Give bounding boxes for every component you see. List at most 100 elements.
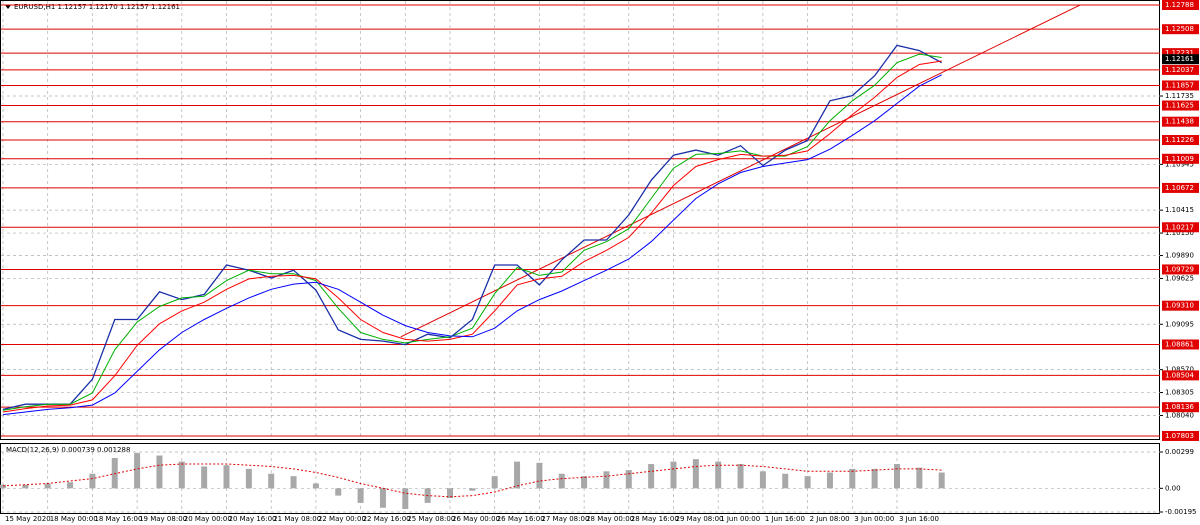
level-label: 1.09310 <box>1165 302 1194 310</box>
y-tick-label: 0.00 <box>1165 484 1181 492</box>
level-label: 1.09729 <box>1165 265 1194 273</box>
macd-bar <box>447 488 453 499</box>
macd-bar <box>402 488 409 509</box>
level-label-box <box>1162 222 1199 233</box>
macd-bar <box>804 476 811 489</box>
macd-bar <box>692 459 699 489</box>
level-label: 1.07803 <box>1165 432 1194 440</box>
x-tick-label: 28 May 00:00 <box>586 515 634 523</box>
x-tick-label: 27 May 08:00 <box>541 515 589 523</box>
macd-bar <box>0 484 6 489</box>
signal-line <box>2 463 942 498</box>
y-tick-label: 0.00299 <box>1165 448 1194 456</box>
level-label: 1.12788 <box>1165 1 1194 9</box>
level-label: 1.08504 <box>1165 371 1194 379</box>
level-label: 1.11625 <box>1165 102 1194 110</box>
x-tick-label: 3 Jun 16:00 <box>899 515 939 523</box>
level-label-box <box>1162 80 1199 91</box>
macd-bar <box>156 455 163 489</box>
macd-bar <box>737 464 744 489</box>
macd-bar <box>379 488 386 508</box>
level-label: 1.11009 <box>1165 155 1194 163</box>
macd-bar <box>111 457 118 489</box>
x-tick-label: 28 May 16:00 <box>631 515 679 523</box>
macd-bar <box>44 483 51 489</box>
macd-bar <box>916 467 923 489</box>
y-tick-label: 1.09890 <box>1165 252 1194 260</box>
x-tick-label: 26 May 16:00 <box>497 515 545 523</box>
level-label: 1.12231 <box>1165 49 1194 57</box>
macd-bar <box>89 473 96 489</box>
menu-arrow <box>5 5 11 9</box>
x-tick-label: 3 Jun 00:00 <box>854 515 894 523</box>
level-label-box <box>1162 48 1199 59</box>
y-tick-label: 1.10150 <box>1165 229 1194 237</box>
macd-bar <box>223 465 230 489</box>
macd-bar <box>201 466 208 489</box>
macd-bar <box>357 488 364 503</box>
macd-bar <box>938 472 945 489</box>
macd-bar <box>871 468 878 489</box>
level-label-box <box>1162 64 1199 75</box>
x-tick-label: 21 May 08:00 <box>273 515 321 523</box>
x-tick-label: 2 Jun 08:00 <box>810 515 850 523</box>
level-label-box <box>1162 24 1199 35</box>
macd-bar <box>469 488 476 491</box>
x-tick-label: 22 May 00:00 <box>318 515 366 523</box>
macd-bar <box>759 471 766 489</box>
moving-average <box>2 60 942 413</box>
macd-bar <box>536 462 543 489</box>
macd-bar <box>670 461 677 489</box>
level-label: 1.08861 <box>1165 341 1194 349</box>
level-label-box <box>1162 116 1199 127</box>
y-tick-label: 1.08040 <box>1165 411 1194 419</box>
macd-bar <box>134 453 141 489</box>
level-label-box <box>1162 182 1199 193</box>
current-price-label: 1.12161 <box>1165 55 1194 63</box>
level-label: 1.11438 <box>1165 118 1194 126</box>
macd-bar <box>625 470 632 489</box>
x-tick-label: 18 May 16:00 <box>94 515 142 523</box>
macd-bar <box>581 476 588 489</box>
level-label: 1.08136 <box>1165 403 1194 411</box>
x-tick-label: 15 May 2020 <box>5 515 51 523</box>
chart-title: EURUSD,H1 1.12157 1.12170 1.12157 1.1216… <box>14 3 180 11</box>
macd-bar <box>268 473 275 489</box>
macd-frame <box>0 443 1160 514</box>
macd-bar <box>826 472 833 489</box>
macd-bar <box>782 473 789 489</box>
level-label: 1.11857 <box>1165 81 1194 89</box>
level-label-box <box>1162 430 1199 441</box>
moving-average <box>2 74 942 416</box>
level-label: 1.10672 <box>1165 184 1194 192</box>
macd-bar <box>178 461 185 489</box>
macd-bar <box>22 484 29 489</box>
level-label-box <box>1162 339 1199 350</box>
level-label-box <box>1162 402 1199 413</box>
y-tick-label: -0.00195 <box>1165 508 1196 516</box>
x-tick-label: 26 May 00:00 <box>452 515 500 523</box>
level-label-box <box>1162 300 1199 311</box>
level-label-box <box>1162 153 1199 164</box>
macd-bar <box>312 483 319 489</box>
macd-bar <box>67 482 74 489</box>
macd-bar <box>514 461 521 489</box>
macd-bar <box>290 476 297 489</box>
x-tick-label: 18 May 00:00 <box>50 515 98 523</box>
level-label: 1.12508 <box>1165 25 1194 33</box>
x-tick-label: 1 Jun 00:00 <box>720 515 760 523</box>
moving-average <box>2 53 942 411</box>
y-tick-label: 1.10945 <box>1165 160 1194 168</box>
y-tick-label: 1.10415 <box>1165 206 1194 214</box>
x-tick-label: 20 May 00:00 <box>184 515 232 523</box>
macd-bar <box>894 464 900 489</box>
macd-bar <box>603 471 610 489</box>
level-label-box <box>1162 370 1199 381</box>
main-frame <box>0 0 1160 440</box>
x-tick-label: 20 May 16:00 <box>229 515 277 523</box>
macd-bar <box>715 461 722 489</box>
level-label: 1.10217 <box>1165 223 1194 231</box>
macd-bar <box>245 468 252 489</box>
level-label-box <box>1162 0 1199 10</box>
x-tick-label: 19 May 08:00 <box>139 515 187 523</box>
